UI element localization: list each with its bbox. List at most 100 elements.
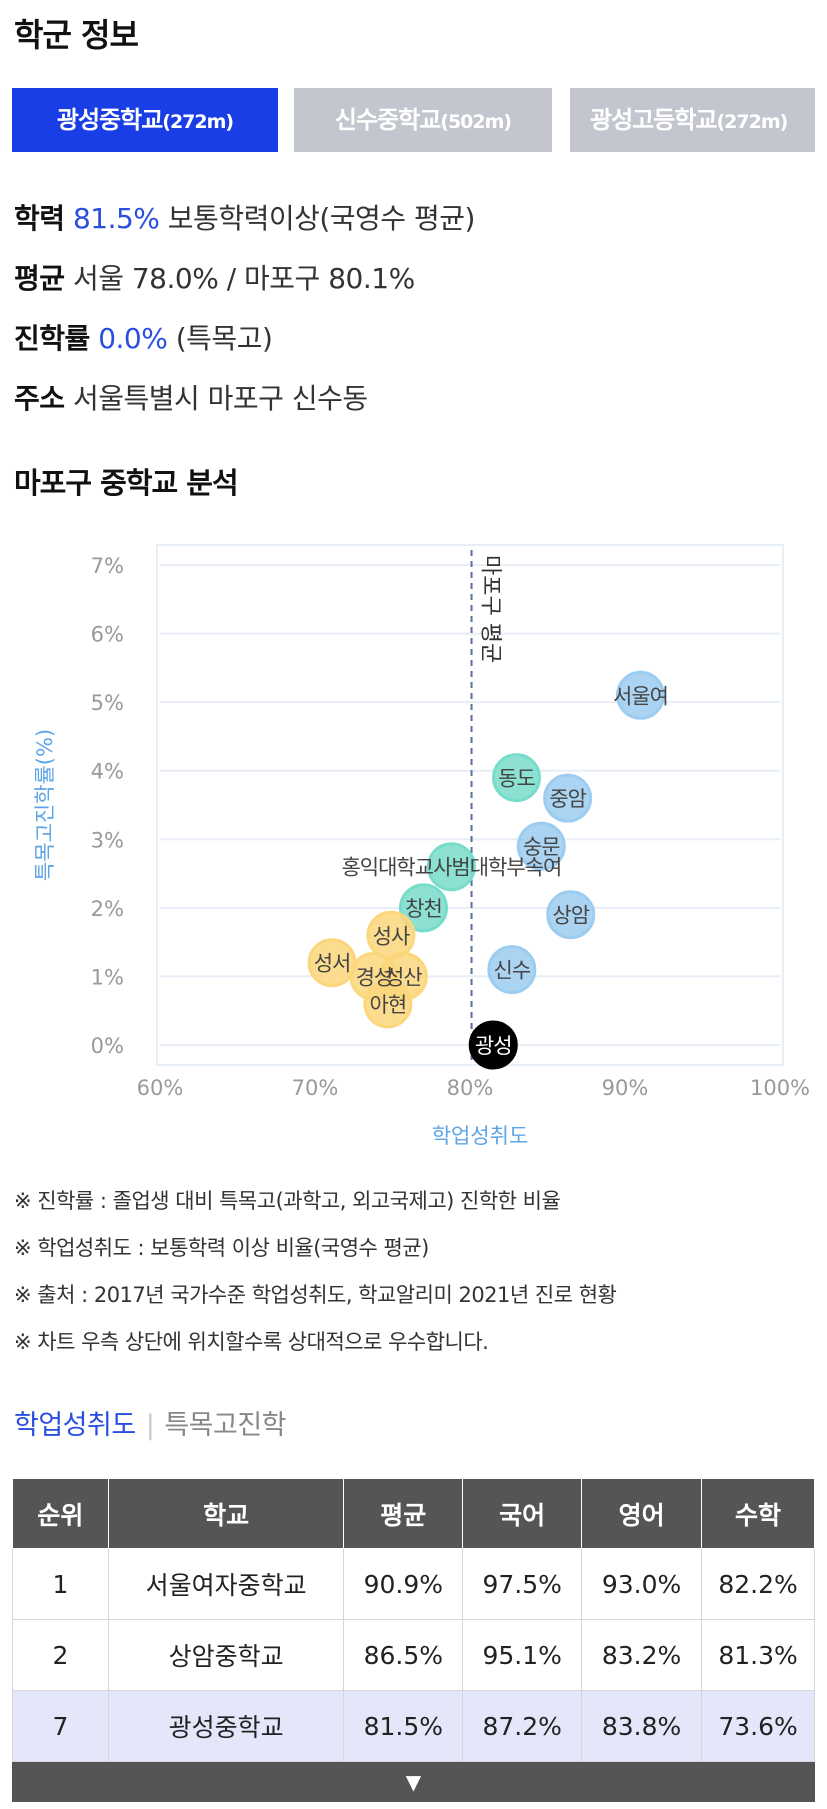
cell-average: 90.9% <box>343 1548 464 1620</box>
cell-rank: 2 <box>12 1619 109 1691</box>
header-school: 학교 <box>107 1478 345 1549</box>
data-label: 신수 <box>494 959 531 983</box>
subtab-separator: | <box>145 1410 155 1441</box>
subtab-special-high[interactable]: 특목고진학 <box>164 1410 287 1441</box>
tab-gwangseong-high[interactable]: 광성고등학교(272m) <box>570 88 815 152</box>
data-point <box>492 753 541 803</box>
header-rank: 순위 <box>12 1478 109 1549</box>
chevron-down-icon: ▼ <box>405 1770 422 1794</box>
data-point <box>516 821 566 871</box>
data-point <box>468 1020 518 1070</box>
info-admission-rate: 진학률 0.0% (특목고) <box>14 317 273 357</box>
data-label: 창천 <box>405 897 442 921</box>
cell-math: 82.2% <box>701 1548 815 1620</box>
data-label: 홍익대학교사범대학부속여 <box>341 856 561 880</box>
data-label: 상암 <box>552 904 589 928</box>
cell-rank: 1 <box>12 1548 109 1620</box>
table-header-row: 순위 학교 평균 국어 영어 수학 <box>12 1478 815 1549</box>
scatter-chart: 0% 1% 2% 3% 4% 5% 6% 7% 60% 70% 80% 90% 100% 학업성취도 특목고… <box>33 544 810 1148</box>
y-tick-label: 0% <box>91 1034 124 1058</box>
reference-line-label: 마포구 평균 <box>478 555 503 663</box>
cell-english: 83.8% <box>581 1690 703 1762</box>
cell-rank: 7 <box>12 1690 109 1762</box>
info-address: 주소 서울특별시 마포구 신수동 <box>14 377 368 417</box>
cell-english: 83.2% <box>581 1619 703 1691</box>
y-tick-label: 3% <box>91 828 124 852</box>
y-tick-label: 4% <box>91 760 124 784</box>
cell-average: 81.5% <box>343 1690 464 1762</box>
x-tick-label: 60% <box>137 1076 184 1100</box>
table-row: 1 서울여자중학교 90.9% 97.5% 93.0% 82.2% <box>12 1548 815 1620</box>
data-label: 경성 <box>356 965 393 989</box>
average-value: 서울 78.0% / 마포구 80.1% <box>72 262 415 295</box>
data-label: 아현 <box>370 993 407 1017</box>
subtab-achievement[interactable]: 학업성취도 <box>14 1410 136 1441</box>
cell-korean: 87.2% <box>462 1690 583 1762</box>
x-tick-label: 70% <box>292 1076 339 1100</box>
cell-school: 광성중학교 <box>107 1690 345 1762</box>
note-source: ※ 출처 : 2017년 국가수준 학업성취도, 학교알리미 2021년 진로 … <box>14 1283 617 1307</box>
tab-distance: (272m) <box>716 111 788 133</box>
x-axis-label: 학업성취도 <box>432 1124 529 1148</box>
data-label: 성산 <box>385 965 422 989</box>
academic-value: 81.5% <box>72 202 160 235</box>
rate-value: 0.0% <box>98 322 168 355</box>
note-position: ※ 차트 우측 상단에 위치할수록 상대적으로 우수합니다. <box>14 1330 489 1354</box>
data-label: 숭문 <box>523 835 560 859</box>
data-point <box>363 979 413 1029</box>
y-axis-label: 특목고진학률(%) <box>33 729 57 881</box>
y-tick-label: 7% <box>91 554 124 578</box>
header-english: 영어 <box>581 1478 703 1549</box>
info-academic: 학력 81.5% 보통학력이상(국영수 평균) <box>14 197 475 237</box>
header-korean: 국어 <box>462 1478 583 1549</box>
tab-distance: (502m) <box>440 111 512 133</box>
tab-label: 신수중학교 <box>334 106 441 134</box>
data-label: 성사 <box>373 924 410 948</box>
data-point <box>399 883 448 933</box>
data-point <box>546 890 596 940</box>
y-tick-label: 1% <box>91 965 124 989</box>
rate-desc: (특목고) <box>175 322 273 355</box>
data-label: 중암 <box>549 787 586 811</box>
x-tick-label: 100% <box>750 1076 810 1100</box>
notes: ※ 진학률 : 졸업생 대비 특목고(과학고, 외고국제고) 진학한 비율 ※ … <box>14 1185 617 1373</box>
cell-math: 73.6% <box>701 1690 815 1762</box>
data-point <box>426 842 476 892</box>
tab-sinsu-middle[interactable]: 신수중학교(502m) <box>294 88 552 152</box>
y-tick-label: 6% <box>91 623 124 647</box>
section-title-school-info: 학군 정보 <box>14 16 139 54</box>
note-rate: ※ 진학률 : 졸업생 대비 특목고(과학고, 외고국제고) 진학한 비율 <box>14 1189 561 1213</box>
ranking-table: 순위 학교 평균 국어 영어 수학 1 서울여자중학교 90.9% 97.5% … <box>12 1478 815 1762</box>
note-achievement: ※ 학업성취도 : 보통학력 이상 비율(국영수 평균) <box>14 1236 429 1260</box>
data-point <box>487 945 537 995</box>
header-math: 수학 <box>701 1478 815 1549</box>
tab-distance: (272m) <box>162 111 234 133</box>
table-row-highlighted: 7 광성중학교 81.5% 87.2% 83.8% 73.6% <box>12 1690 815 1762</box>
y-tick-label: 2% <box>91 897 124 921</box>
data-label: 서울여 <box>613 684 668 708</box>
x-tick-label: 90% <box>602 1076 649 1100</box>
academic-desc: 보통학력이상(국영수 평균) <box>167 202 476 235</box>
info-average: 평균 서울 78.0% / 마포구 80.1% <box>14 257 415 297</box>
cell-korean: 95.1% <box>462 1619 583 1691</box>
school-tabs: 광성중학교(272m) 신수중학교(502m) 광성고등학교(272m) <box>12 88 815 152</box>
data-point <box>543 773 593 823</box>
table-row: 2 상암중학교 86.5% 95.1% 83.2% 81.3% <box>12 1619 815 1691</box>
section-title-mapo-analysis: 마포구 중학교 분석 <box>14 466 239 500</box>
tab-gwangseong-middle[interactable]: 광성중학교(272m) <box>12 88 278 152</box>
cell-english: 93.0% <box>581 1548 703 1620</box>
data-label: 동도 <box>498 767 535 791</box>
x-tick-label: 80% <box>447 1076 494 1100</box>
plot-frame <box>156 544 784 1066</box>
show-more-button[interactable]: ▼ <box>12 1762 815 1802</box>
data-label: 성서 <box>314 952 351 976</box>
tab-label: 광성중학교 <box>56 106 163 134</box>
average-label: 평균 <box>14 262 65 295</box>
cell-average: 86.5% <box>343 1619 464 1691</box>
address-value: 서울특별시 마포구 신수동 <box>72 382 368 415</box>
ranking-subtabs: 학업성취도 | 특목고진학 <box>14 1403 287 1442</box>
cell-korean: 97.5% <box>462 1548 583 1620</box>
data-label: 광성 <box>475 1034 512 1058</box>
academic-label: 학력 <box>14 202 65 235</box>
rate-label: 진학률 <box>14 322 90 355</box>
